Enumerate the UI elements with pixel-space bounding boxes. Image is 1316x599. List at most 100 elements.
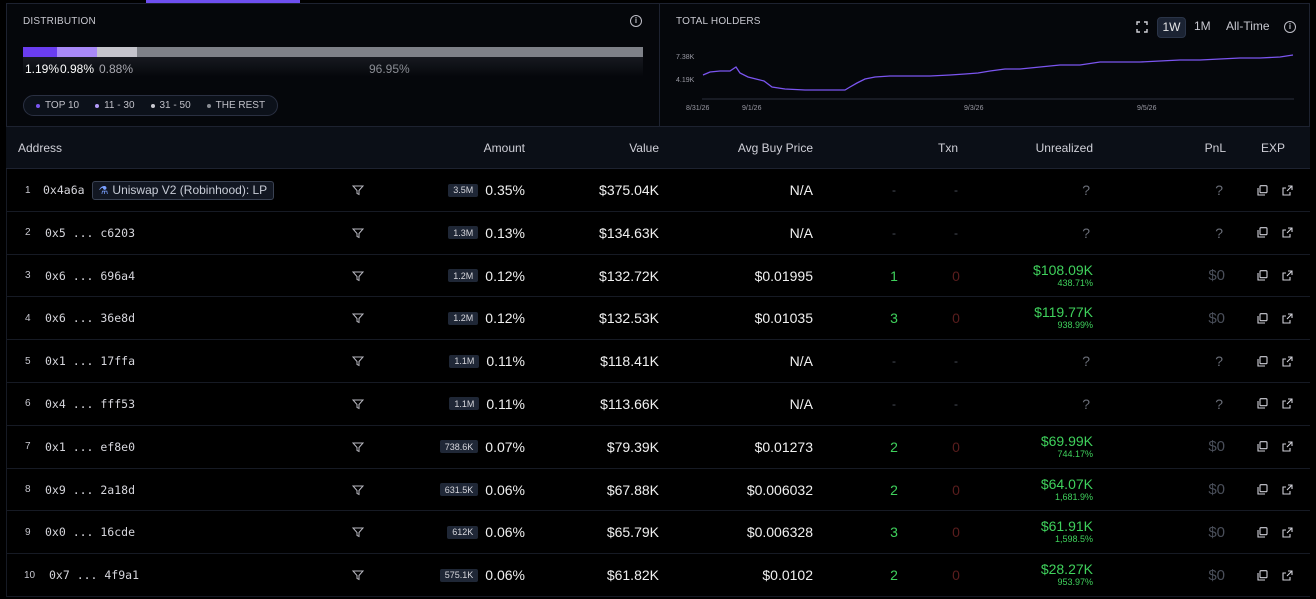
sell-txn-count: 0 <box>952 524 960 541</box>
external-link-icon[interactable] <box>1282 426 1293 468</box>
active-tab-indicator <box>146 0 300 3</box>
fullscreen-icon[interactable] <box>1136 21 1148 33</box>
column-header-exp[interactable]: EXP <box>1260 141 1285 155</box>
amount-percent: 0.13% <box>485 224 525 241</box>
external-link-icon[interactable] <box>1282 169 1293 211</box>
info-icon[interactable]: i <box>1284 21 1296 33</box>
table-row[interactable]: 2 0x5 ... c6203 1.3M 0.13% $134.63K N/A - -?? <box>6 211 1310 255</box>
legend-item-rest[interactable]: THE REST <box>206 100 265 111</box>
filter-icon[interactable] <box>352 426 364 468</box>
distribution-segment <box>23 47 57 57</box>
external-link-icon[interactable] <box>1282 212 1293 254</box>
column-header-amount[interactable]: Amount <box>483 141 525 155</box>
row-rank: 2 <box>25 227 31 239</box>
holding-value: $79.39K <box>606 438 659 455</box>
copy-icon[interactable] <box>1257 255 1268 297</box>
copy-icon[interactable] <box>1257 426 1268 468</box>
address-tag[interactable]: ⚗ Uniswap V2 (Robinhood): LP <box>91 180 275 200</box>
y-tick-label: 7.38K <box>676 54 695 61</box>
legend-item-top10[interactable]: TOP 10 <box>36 100 79 111</box>
filter-icon[interactable] <box>352 511 364 553</box>
table-row[interactable]: 3 0x6 ... 696a4 1.2M 0.12% $132.72K $0.01995 1… <box>6 254 1310 298</box>
copy-icon[interactable] <box>1257 554 1268 596</box>
external-link-icon[interactable] <box>1282 255 1293 297</box>
unrealized-value: $108.09K <box>1033 261 1093 278</box>
filter-icon[interactable] <box>352 297 364 339</box>
column-header-value[interactable]: Value <box>629 141 659 155</box>
holder-address[interactable]: 0x6 ... 696a4 <box>45 268 136 283</box>
external-link-icon[interactable] <box>1282 554 1293 596</box>
avg-buy-price: $0.01995 <box>754 267 813 284</box>
holder-address[interactable]: 0x9 ... 2a18d <box>45 482 136 497</box>
holding-value: $134.63K <box>599 224 659 241</box>
holder-address[interactable]: 0x0 ... 16cde <box>45 525 136 540</box>
row-rank: 10 <box>24 569 36 581</box>
holding-value: $113.66K <box>600 395 659 412</box>
avg-buy-price: $0.01273 <box>754 438 813 455</box>
column-header-txn[interactable]: Txn <box>938 141 959 155</box>
sell-txn-count: - <box>954 183 958 197</box>
range-button-all-time[interactable]: All-Time <box>1226 19 1270 33</box>
external-link-icon[interactable] <box>1282 340 1293 382</box>
unrealized-value: $61.91K <box>1040 518 1093 535</box>
column-header-unrealized[interactable]: Unrealized <box>1035 141 1093 155</box>
row-rank: 4 <box>25 312 31 324</box>
copy-icon[interactable] <box>1257 297 1268 339</box>
table-row[interactable]: 9 0x0 ... 16cde 612K 0.06% $65.79K $0.006328 3… <box>6 511 1310 555</box>
holding-value: $65.79K <box>606 524 659 541</box>
unrealized-percent: 953.97% <box>1057 577 1093 588</box>
filter-icon[interactable] <box>352 340 364 382</box>
holder-address[interactable]: 0x4a6a <box>43 183 85 197</box>
table-row[interactable]: 1 0x4a6a ⚗ Uniswap V2 (Robinhood): LP 3.5M 0.… <box>6 169 1310 212</box>
copy-icon[interactable] <box>1257 469 1268 511</box>
copy-icon[interactable] <box>1257 511 1268 553</box>
table-row[interactable]: 7 0x1 ... ef8e0 738.6K 0.07% $79.39K $0.01273… <box>6 425 1310 469</box>
filter-icon[interactable] <box>352 169 364 211</box>
range-button-1w[interactable]: 1W <box>1157 17 1186 38</box>
table-row[interactable]: 4 0x6 ... 36e8d 1.2M 0.12% $132.53K $0.01035 3… <box>6 297 1310 341</box>
holder-address[interactable]: 0x4 ... fff53 <box>45 396 136 411</box>
holder-address[interactable]: 0x5 ... c6203 <box>45 225 136 240</box>
holder-address[interactable]: 0x1 ... ef8e0 <box>45 439 136 454</box>
copy-icon[interactable] <box>1257 383 1268 425</box>
holder-address[interactable]: 0x1 ... 17ffa <box>45 354 136 369</box>
table-row[interactable]: 10 0x7 ... 4f9a1 575.1K 0.06% $61.82K $0.0102… <box>6 554 1310 597</box>
external-link-icon[interactable] <box>1282 383 1293 425</box>
sell-txn-count: 0 <box>952 481 960 498</box>
copy-icon[interactable] <box>1257 169 1268 211</box>
sell-txn-count: 0 <box>952 438 960 455</box>
filter-icon[interactable] <box>352 469 364 511</box>
filter-icon[interactable] <box>352 212 364 254</box>
holder-address[interactable]: 0x6 ... 36e8d <box>45 311 136 326</box>
range-button-1m[interactable]: 1M <box>1194 19 1211 33</box>
holder-address[interactable]: 0x7 ... 4f9a1 <box>49 568 140 583</box>
unrealized-percent: 938.99% <box>1057 320 1093 331</box>
legend-dot <box>36 103 40 108</box>
sell-txn-count: 0 <box>952 267 960 284</box>
copy-icon[interactable] <box>1257 340 1268 382</box>
table-row[interactable]: 8 0x9 ... 2a18d 631.5K 0.06% $67.88K $0.00603… <box>6 468 1310 512</box>
x-tick-label: 9/1/26 <box>742 105 762 112</box>
filter-icon[interactable] <box>352 554 364 596</box>
amount-percent: 0.06% <box>485 567 525 584</box>
amount-badge: 1.2M <box>448 311 479 325</box>
unrealized-value: $64.07K <box>1040 475 1093 492</box>
amount-badge: 1.1M <box>449 354 480 368</box>
info-icon[interactable]: i <box>630 15 642 27</box>
filter-icon[interactable] <box>352 383 364 425</box>
flask-icon: ⚗ <box>98 184 109 197</box>
legend-item-11-30[interactable]: 11 - 30 <box>95 100 135 111</box>
column-header-pnl[interactable]: PnL <box>1204 141 1226 155</box>
external-link-icon[interactable] <box>1282 469 1293 511</box>
column-header-address[interactable]: Address <box>18 141 63 155</box>
row-rank: 1 <box>25 184 31 196</box>
external-link-icon[interactable] <box>1282 511 1293 553</box>
table-row[interactable]: 6 0x4 ... fff53 1.1M 0.11% $113.66K N/A - -?? <box>6 382 1310 426</box>
table-row[interactable]: 5 0x1 ... 17ffa 1.1M 0.11% $118.41K N/A - -?? <box>6 340 1310 383</box>
copy-icon[interactable] <box>1257 212 1268 254</box>
column-header-avg-buy-price[interactable]: Avg Buy Price <box>737 141 813 155</box>
external-link-icon[interactable] <box>1282 297 1293 339</box>
legend-item-31-50[interactable]: 31 - 50 <box>150 100 191 111</box>
unrealized-value: ? <box>1082 395 1090 412</box>
filter-icon[interactable] <box>352 255 364 297</box>
